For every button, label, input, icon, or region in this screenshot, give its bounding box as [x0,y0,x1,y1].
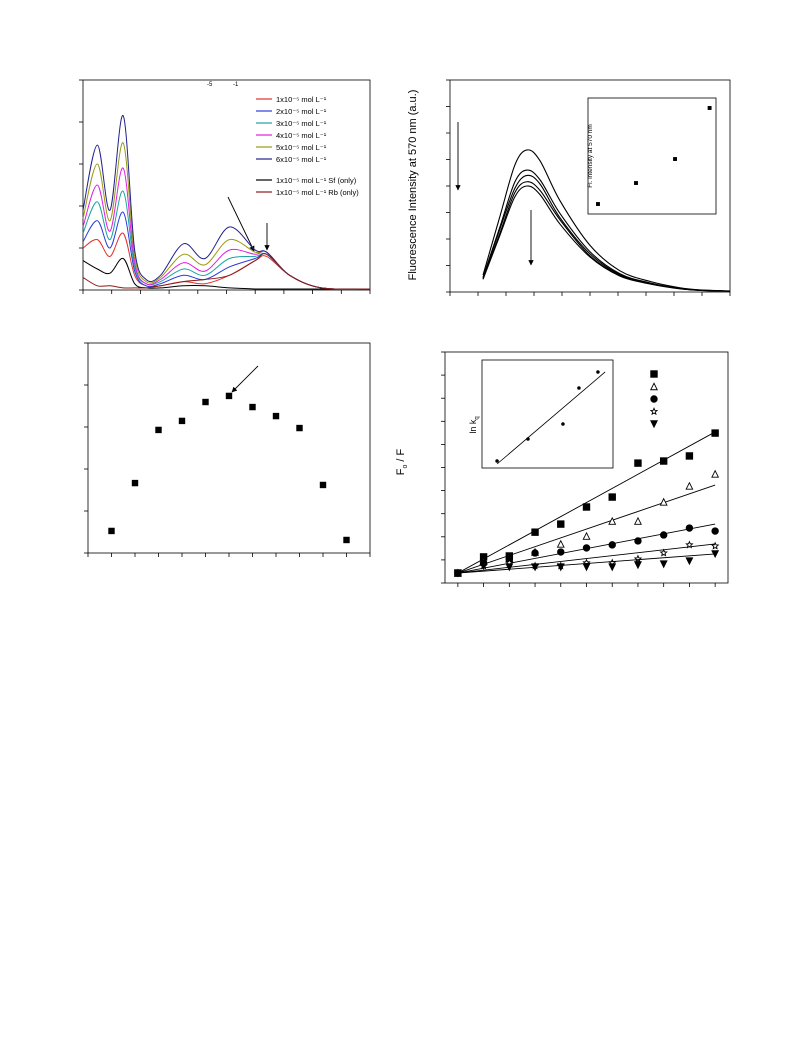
legend-symbol [650,395,658,403]
legend-symbol [649,407,659,416]
inset-point [673,157,677,161]
inset-point [596,370,600,374]
legend-label: 1x10⁻⁵ mol L⁻¹ [276,95,327,104]
legend-symbol [650,420,658,429]
data-point [634,537,642,545]
legend-symbol [650,370,658,378]
inset-point [707,106,712,110]
data-point [108,527,115,535]
data-point [685,557,694,566]
legend-label: 5x10⁻⁵ mol L⁻¹ [276,143,327,152]
legend-label: 4x10⁻⁵ mol L⁻¹ [276,131,327,140]
data-point [659,560,668,569]
legend-symbol [650,382,658,391]
data-point [131,479,139,487]
data-point [685,540,694,549]
data-point [202,398,209,406]
data-point [685,481,694,490]
inset-point [596,202,600,206]
data-point [711,527,719,535]
data-point [633,516,642,525]
inset-point [561,422,565,426]
data-point [608,516,617,525]
data-point [633,561,642,570]
data-point [296,424,303,432]
data-line [82,253,371,290]
data-point [659,531,668,539]
data-point [556,539,565,548]
legend-label: 2x10⁻⁵ mol L⁻¹ [276,107,327,116]
data-point [343,536,350,544]
label-part: / F [395,448,407,464]
inset-point [495,459,499,463]
data-line [482,185,731,292]
annotation: -5 [207,82,213,88]
label-part: q [475,416,481,419]
data-point [249,403,256,411]
arrow [227,196,255,252]
plot-frame [481,359,614,469]
data-point [531,563,540,572]
data-line [82,257,370,290]
data-point [634,459,642,467]
label-part: F [395,468,407,475]
data-point [531,549,539,557]
inset-y-label: ln kq [468,416,481,433]
data-point [711,469,720,478]
data-line [482,149,731,292]
legend-label: 1x10⁻⁵ mol L⁻¹ Sf (only) [276,176,357,185]
data-point [608,493,616,501]
inset-fit-line [496,371,606,465]
data-point [225,392,233,400]
data-point [582,544,591,552]
data-point [557,520,565,528]
data-point [505,563,514,572]
data-point [556,563,565,572]
data-point [582,563,591,572]
data-point [479,562,488,571]
data-point [531,528,539,536]
data-point [711,550,720,559]
data-point [685,524,694,532]
data-point [178,417,186,425]
data-point [608,563,617,572]
data-point [272,412,280,420]
data-point [453,569,462,578]
label-part: ln k [468,419,478,434]
data-point [710,541,720,550]
data-point [659,497,668,506]
legend-label: 1x10⁻⁵ mol L⁻¹ Rb (only) [276,188,359,197]
annotation: -1 [233,82,239,88]
label-part: o [402,465,409,469]
data-point [582,503,591,511]
data-point [711,429,719,437]
fit-line [457,484,716,574]
plot-frame [587,97,717,215]
legend-label: 3x10⁻⁵ mol L⁻¹ [276,119,327,128]
y-axis-label: Fo / F [395,448,409,475]
data-point [319,481,327,489]
data-point [582,531,591,540]
inset-point [577,386,581,390]
inset-y-label: Fl. intensity at 570 nm [587,124,594,188]
legend-label: 6x10⁻⁵ mol L⁻¹ [276,155,327,164]
inset-point [634,181,638,185]
data-point [659,457,668,465]
y-axis-label: Fluorescence Intensity at 570 nm (a.u.) [407,90,419,281]
data-point [557,548,565,556]
fit-line [457,431,716,574]
data-point [608,541,616,549]
data-point [685,452,694,460]
data-point [155,426,162,434]
arrow [231,365,259,393]
data-point [659,548,668,557]
